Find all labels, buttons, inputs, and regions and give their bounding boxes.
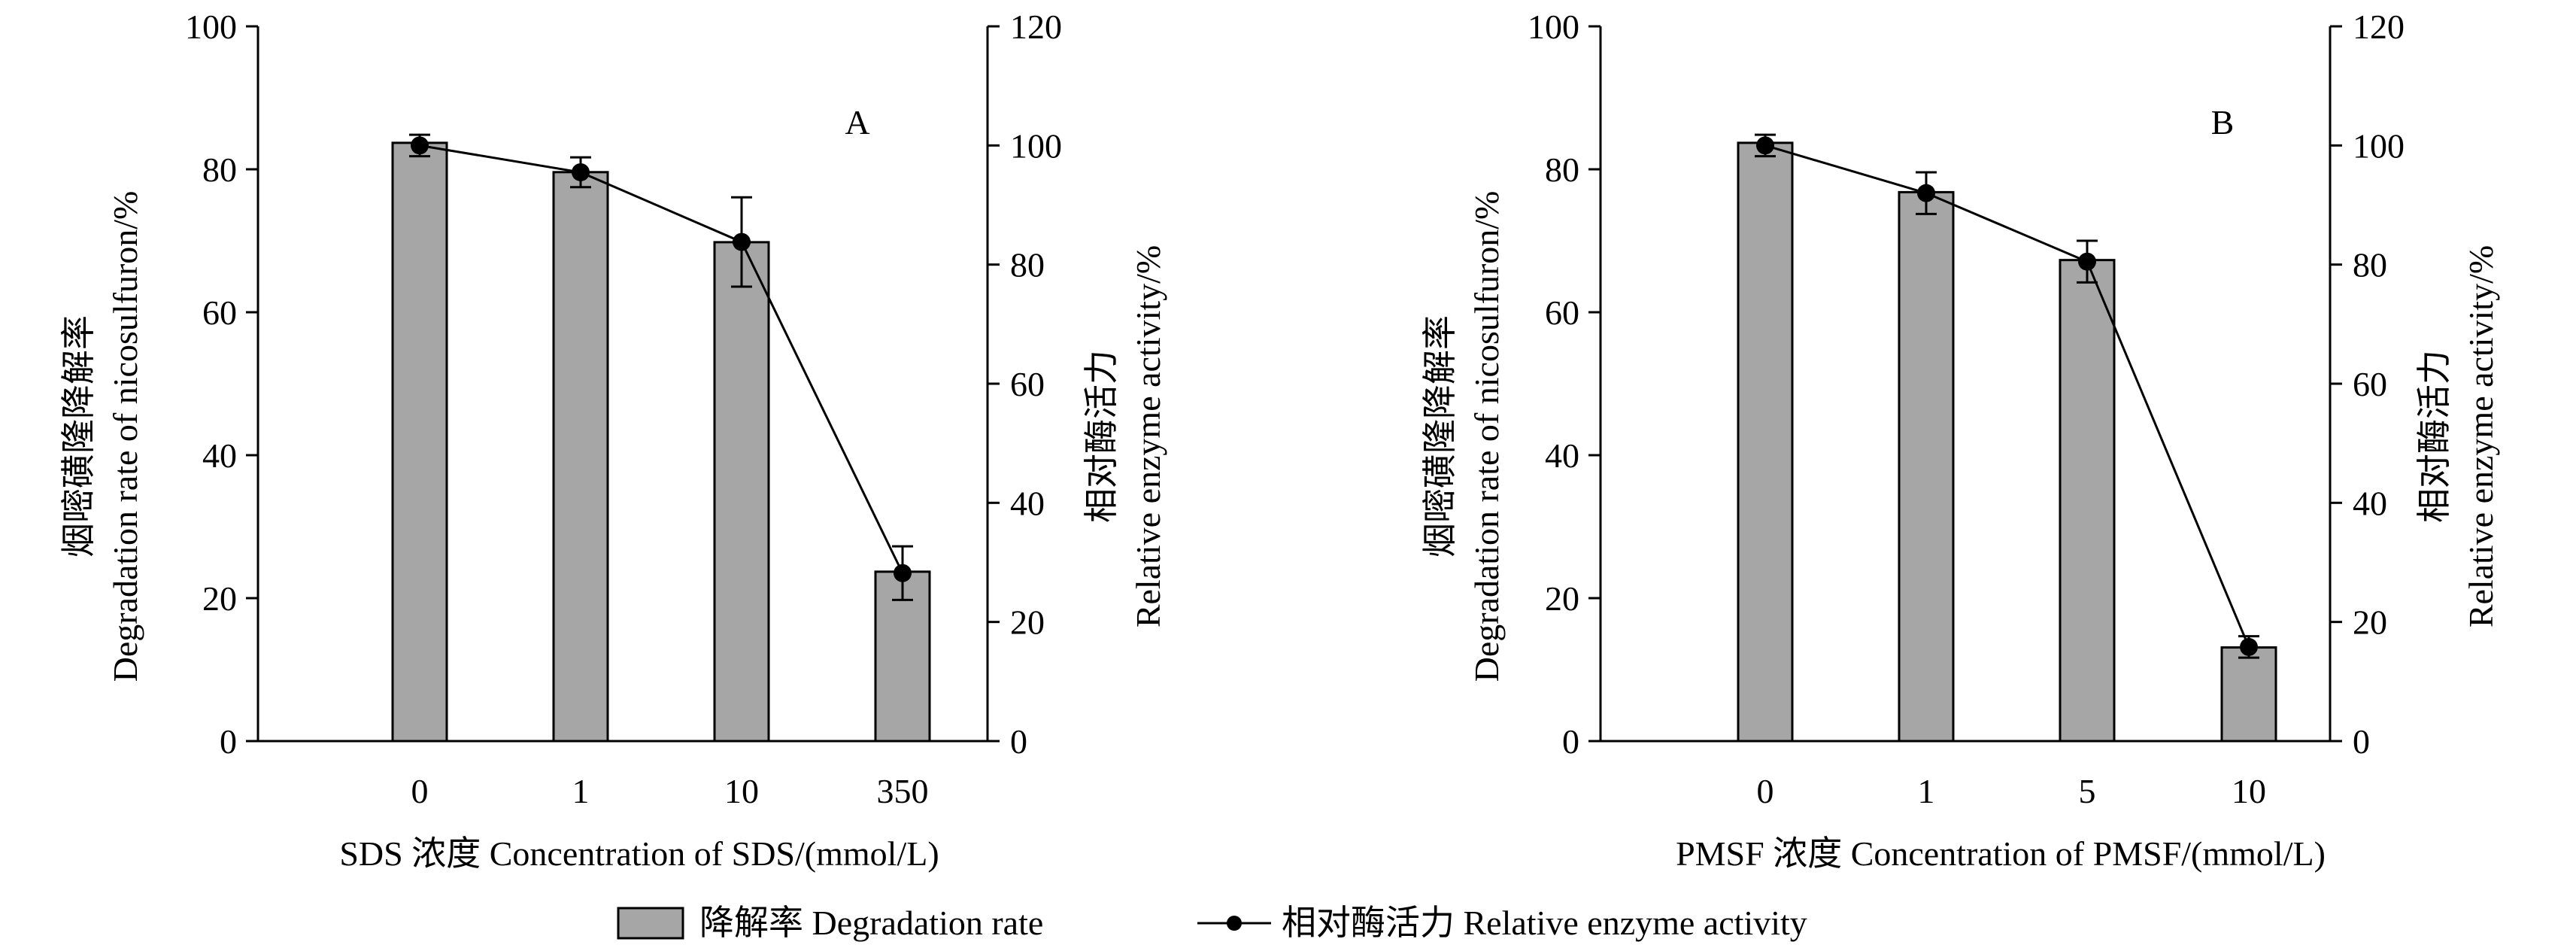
- y-tick-label-right-b-0: 0: [2353, 722, 2370, 761]
- y2-axis-label-en-b: Relative enzyme activity/%: [2462, 245, 2500, 627]
- activity-point-b-0: [1756, 136, 1774, 155]
- y-axis-label-en-a: Degradation rate of nicosulfuron/%: [106, 191, 144, 682]
- y-tick-label-left-b-3: 60: [1545, 293, 1579, 332]
- y-tick-label-right-a-2: 40: [1010, 484, 1045, 522]
- legend-line-label: 相对酶活力 Relative enzyme activity: [1282, 904, 1807, 942]
- panel-label-b: B: [2211, 103, 2235, 141]
- y-tick-label-left-a-1: 20: [202, 579, 237, 618]
- x-axis-label-a: SDS 浓度 Concentration of SDS/(mmol/L): [339, 834, 939, 873]
- panel-label-a: A: [845, 103, 869, 141]
- y-tick-label-left-a-5: 100: [185, 8, 237, 46]
- activity-point-a-0: [411, 136, 429, 155]
- y-tick-label-right-b-6: 120: [2353, 8, 2405, 46]
- legend-bar-swatch: [617, 907, 684, 940]
- legend-line-marker: [1227, 916, 1242, 931]
- y-tick-label-right-a-6: 120: [1010, 8, 1062, 46]
- x-tick-label-b-1: 1: [1918, 772, 1935, 810]
- y2-axis-label-cn-b: 相对酶活力: [2415, 350, 2453, 523]
- activity-point-a-2: [733, 232, 751, 251]
- y-axis-label-en-b: Degradation rate of nicosulfuron/%: [1467, 191, 1506, 682]
- x-tick-label-b-0: 0: [1757, 772, 1774, 810]
- y-tick-label-left-a-2: 40: [202, 436, 237, 475]
- x-axis-label-b: PMSF 浓度 Concentration of PMSF/(mmol/L): [1676, 834, 2326, 873]
- activity-point-a-3: [894, 564, 912, 582]
- y-axis-label-cn-a: 烟嘧磺隆降解率: [59, 315, 98, 558]
- bar-a-1: [552, 171, 609, 743]
- y-axis-label-cn-b: 烟嘧磺隆降解率: [1421, 315, 1459, 558]
- activity-line-b: [1764, 144, 2250, 648]
- legend-bar-label: 降解率 Degradation rate: [699, 904, 1043, 942]
- panel-b: B PMSF 浓度 Concentration of PMSF/(mmol/L)…: [1421, 8, 2500, 873]
- y-tick-label-right-a-0: 0: [1010, 722, 1027, 761]
- y-tick-label-left-b-4: 80: [1545, 150, 1579, 189]
- x-tick-label-a-1: 1: [572, 772, 590, 810]
- y2-axis-label-cn-a: 相对酶活力: [1082, 350, 1121, 523]
- y-tick-label-left-b-2: 40: [1545, 436, 1579, 475]
- bar-b-0: [1737, 141, 1794, 743]
- activity-point-b-3: [2240, 637, 2258, 656]
- y-tick-label-right-a-1: 20: [1010, 603, 1045, 642]
- bar-a-0: [391, 141, 448, 743]
- activity-line-a: [419, 144, 904, 574]
- y-tick-label-left-b-5: 100: [1528, 8, 1579, 46]
- bar-b-1: [1898, 190, 1955, 743]
- y-tick-label-right-a-5: 100: [1010, 126, 1062, 165]
- x-tick-label-a-0: 0: [411, 772, 429, 810]
- y-tick-label-right-b-1: 20: [2353, 603, 2387, 642]
- y-tick-label-left-a-4: 80: [202, 150, 237, 189]
- x-tick-label-b-3: 10: [2232, 772, 2266, 810]
- x-tick-label-b-2: 5: [2079, 772, 2096, 810]
- activity-point-b-2: [2078, 252, 2096, 271]
- y-tick-label-right-b-2: 40: [2353, 484, 2387, 522]
- activity-point-a-1: [572, 163, 590, 181]
- x-tick-label-a-3: 350: [877, 772, 929, 810]
- y-tick-label-right-b-3: 60: [2353, 365, 2387, 403]
- y-tick-label-right-b-5: 100: [2353, 126, 2405, 165]
- legend: 降解率 Degradation rate 相对酶活力 Relative enzy…: [617, 904, 1807, 942]
- bar-b-3: [2220, 646, 2277, 743]
- y-tick-label-right-a-4: 80: [1010, 246, 1045, 284]
- panel-a: A SDS 浓度 Concentration of SDS/(mmol/L) 烟…: [59, 8, 1167, 873]
- y2-axis-label-en-a: Relative enzyme activity/%: [1129, 245, 1167, 627]
- activity-point-b-1: [1917, 184, 1935, 202]
- bar-a-2: [713, 241, 770, 743]
- y-tick-label-left-b-0: 0: [1562, 722, 1579, 761]
- y-tick-label-left-a-3: 60: [202, 293, 237, 332]
- y-tick-label-left-a-0: 0: [220, 722, 237, 761]
- x-tick-label-a-2: 10: [724, 772, 759, 810]
- y-tick-label-right-b-4: 80: [2353, 246, 2387, 284]
- y-tick-label-left-b-1: 20: [1545, 579, 1579, 618]
- y-tick-label-right-a-3: 60: [1010, 365, 1045, 403]
- bar-b-2: [2059, 259, 2116, 743]
